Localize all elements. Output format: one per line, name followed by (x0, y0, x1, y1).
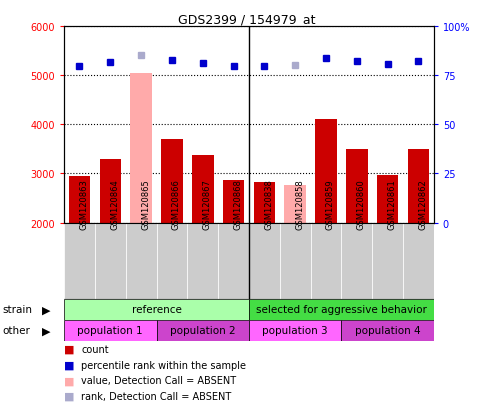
Text: GDS2399 / 154979_at: GDS2399 / 154979_at (178, 13, 315, 26)
Bar (187, 223, 218, 299)
Bar (280, 223, 311, 299)
Text: population 3: population 3 (262, 325, 328, 335)
Text: ■: ■ (64, 360, 74, 370)
Bar (161, 140, 183, 223)
Bar (284, 186, 306, 223)
Text: count: count (81, 344, 109, 354)
Bar (249, 299, 434, 320)
Bar (157, 320, 249, 341)
Bar (311, 223, 341, 299)
Text: population 4: population 4 (355, 325, 421, 335)
Text: rank, Detection Call = ABSENT: rank, Detection Call = ABSENT (81, 391, 232, 401)
Bar (346, 150, 368, 223)
Bar (253, 182, 275, 223)
Bar (249, 320, 341, 341)
Text: GSM120859: GSM120859 (326, 179, 335, 229)
Bar (372, 223, 403, 299)
Text: population 2: population 2 (170, 325, 236, 335)
Bar (341, 223, 372, 299)
Bar (157, 223, 187, 299)
Bar (403, 223, 434, 299)
Text: GSM120862: GSM120862 (419, 178, 427, 229)
Text: GSM120867: GSM120867 (203, 178, 212, 229)
Bar (377, 176, 398, 223)
Bar (192, 155, 213, 223)
Text: GSM120861: GSM120861 (387, 178, 397, 229)
Text: ▶: ▶ (42, 305, 50, 315)
Text: ■: ■ (64, 344, 74, 354)
Text: strain: strain (2, 305, 33, 315)
Text: percentile rank within the sample: percentile rank within the sample (81, 360, 246, 370)
Bar (315, 120, 337, 223)
Text: selected for aggressive behavior: selected for aggressive behavior (256, 305, 427, 315)
Text: other: other (2, 325, 31, 335)
Text: GSM120838: GSM120838 (264, 178, 274, 229)
Bar (95, 223, 126, 299)
Bar (218, 223, 249, 299)
Text: ■: ■ (64, 391, 74, 401)
Bar (408, 150, 429, 223)
Bar (64, 320, 157, 341)
Text: GSM120860: GSM120860 (357, 178, 366, 229)
Text: ■: ■ (64, 375, 74, 385)
Text: GSM120865: GSM120865 (141, 178, 150, 229)
Bar (126, 223, 157, 299)
Text: GSM120864: GSM120864 (110, 178, 119, 229)
Bar (223, 180, 245, 223)
Text: GSM120863: GSM120863 (79, 178, 89, 229)
Bar (69, 176, 90, 223)
Bar (64, 299, 249, 320)
Text: reference: reference (132, 305, 181, 315)
Text: ▶: ▶ (42, 325, 50, 335)
Text: value, Detection Call = ABSENT: value, Detection Call = ABSENT (81, 375, 237, 385)
Text: GSM120858: GSM120858 (295, 178, 304, 229)
Bar (249, 223, 280, 299)
Text: population 1: population 1 (77, 325, 143, 335)
Bar (341, 320, 434, 341)
Text: GSM120866: GSM120866 (172, 178, 181, 229)
Bar (130, 74, 152, 223)
Text: GSM120868: GSM120868 (234, 178, 243, 229)
Bar (100, 159, 121, 223)
Bar (64, 223, 95, 299)
